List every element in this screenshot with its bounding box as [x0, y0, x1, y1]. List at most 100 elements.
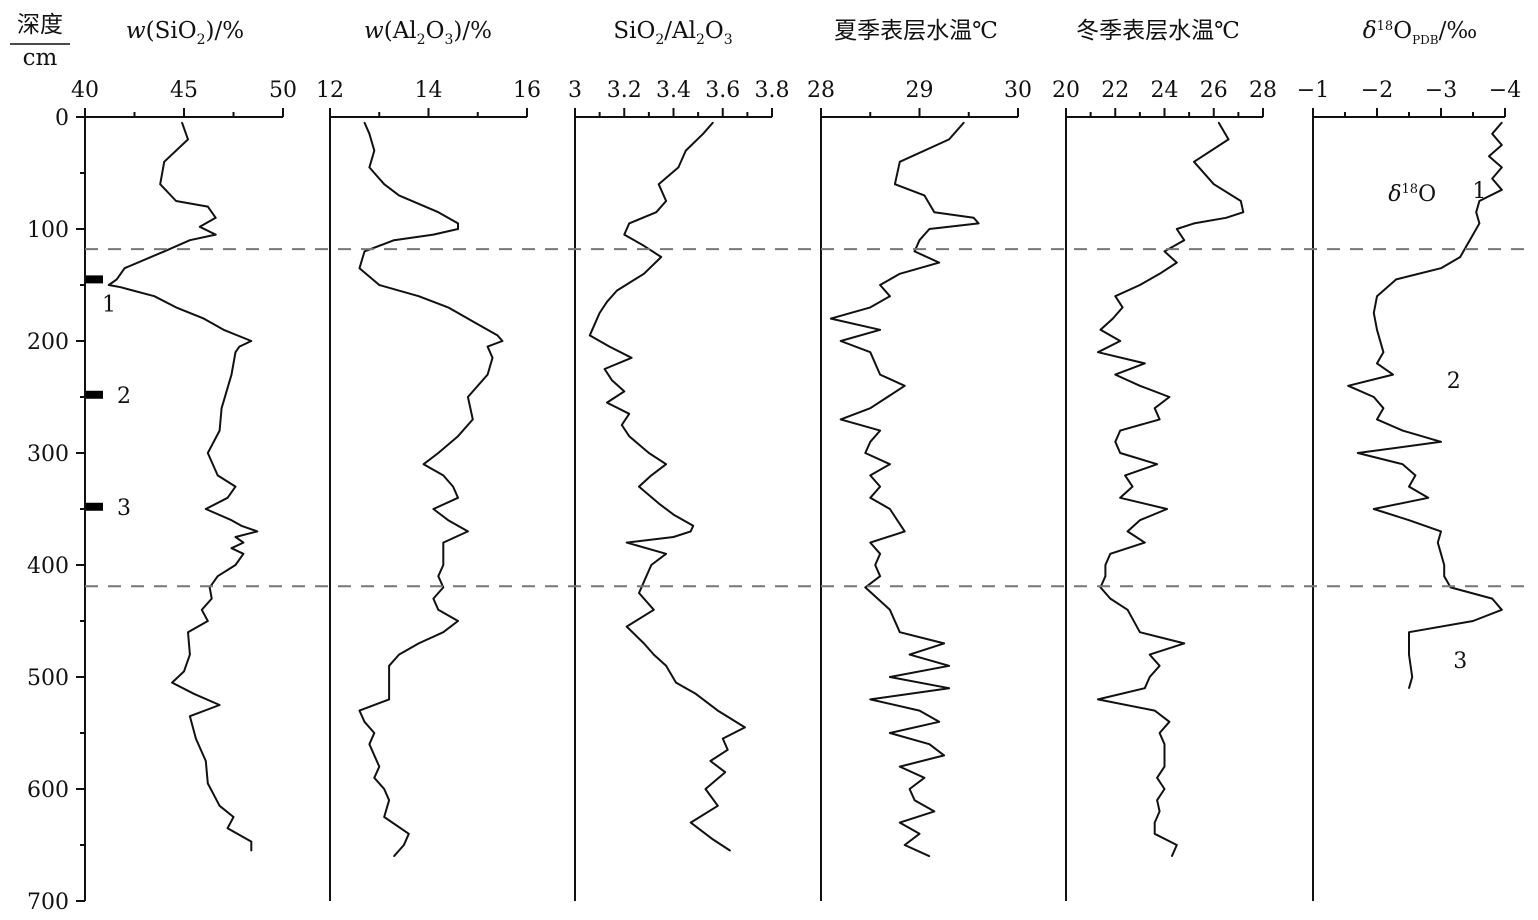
- sample-marker-label: 3: [117, 496, 131, 521]
- panel-1-data-point: [222, 329, 225, 331]
- panel-4-data-point: [903, 385, 906, 387]
- panel-1-data-point: [163, 250, 165, 253]
- panel-1-data-point: [175, 306, 177, 309]
- panel-3-data-point: [665, 463, 667, 466]
- panel-6-data-point: [1376, 418, 1378, 421]
- panel-3-data-point: [650, 474, 653, 477]
- panel-3-data-point: [694, 693, 697, 695]
- panel-4-data-point: [839, 418, 842, 421]
- panel-6-data-point: [1501, 144, 1503, 146]
- panel-1-data-point: [207, 452, 209, 454]
- panel-3-data-point: [709, 760, 712, 762]
- panel-5-data-point: [1225, 217, 1227, 219]
- panel-2-data-point: [486, 373, 489, 376]
- panel-6-data-point: [1459, 256, 1461, 258]
- panel-6-data-point: [1475, 211, 1477, 213]
- panel-4-data-point: [879, 429, 881, 432]
- panel-6-data-point: [1376, 295, 1378, 298]
- panel-1-x-tick-label: 45: [170, 78, 198, 103]
- panel-2-data-point: [496, 334, 499, 337]
- panel-5-data-point: [1217, 121, 1220, 124]
- panel-3-data-point: [628, 435, 630, 438]
- panel-4-data-point: [864, 586, 867, 589]
- zone-number-label: 1: [1472, 179, 1486, 204]
- panel-6-data-point: [1501, 121, 1503, 124]
- panel-6-data-point: [1401, 463, 1404, 466]
- panel-2-data-point: [457, 497, 459, 499]
- panel-6-data-point: [1373, 312, 1375, 314]
- panel-6-data-point: [1443, 564, 1445, 566]
- panel-5-data-point: [1139, 631, 1141, 633]
- panel-3-data-point: [589, 334, 591, 337]
- overlay-layer: 1 2 3 1 2 3 δ18O: [85, 179, 1528, 674]
- panel-4-data-point: [879, 329, 881, 331]
- panel-5-x-tick-label: 22: [1101, 78, 1129, 103]
- panel-5-x-tick-label: 20: [1052, 78, 1080, 103]
- panel-1-data-point: [189, 715, 191, 717]
- panel-2-data-point: [432, 597, 435, 600]
- panel-4-data-point: [830, 317, 832, 320]
- panel-3-data-point: [672, 513, 675, 516]
- sample-marker-label: 1: [102, 292, 116, 317]
- panel-1-data-point: [119, 286, 122, 289]
- panel-6-data-point: [1395, 278, 1397, 281]
- depth-tick-label: 700: [27, 890, 69, 915]
- panel-5-data-point: [1109, 553, 1112, 555]
- panel-1-data-point: [115, 278, 118, 281]
- panel-4-data-point: [923, 777, 926, 779]
- sample-marker-label: 2: [117, 384, 131, 409]
- panel-2-data-point: [432, 233, 435, 236]
- panel-2-data-point: [447, 519, 450, 521]
- depth-tick-label: 500: [27, 666, 69, 691]
- panel-1-data-point: [226, 827, 229, 829]
- panel-6-data-point: [1408, 519, 1410, 521]
- panel-5-data-point: [1158, 810, 1161, 813]
- panel-1-data-point: [181, 121, 183, 124]
- panel-2-x-tick-label: 14: [415, 78, 443, 103]
- panel-2-data-point: [388, 698, 390, 701]
- panel-6-data-point: [1472, 233, 1474, 236]
- panel-5-data-point: [1139, 385, 1141, 387]
- panel-5-data-point: [1193, 222, 1195, 225]
- panel-2-data-point: [486, 345, 489, 348]
- panel-3-data-point: [616, 289, 618, 292]
- panel-2-data-point: [408, 833, 410, 835]
- panel-5-data-point: [1126, 609, 1129, 611]
- panel-1-data-point: [230, 547, 233, 549]
- panel-1-data-point: [108, 284, 110, 286]
- panel-1-data-point: [218, 704, 221, 706]
- panel-6-data-point: [1401, 429, 1404, 432]
- panel-3-data-point: [744, 726, 746, 729]
- panel-6-data-point: [1488, 155, 1490, 157]
- panel-3-data-point: [692, 525, 694, 527]
- panel-2-data-point: [363, 121, 366, 124]
- depth-axis-label-bottom: cm: [23, 45, 58, 71]
- panel-1-data-point: [226, 497, 229, 499]
- panel-4-data-point: [908, 788, 911, 790]
- panel-4-data-point: [933, 211, 936, 213]
- panel-2-data-point: [422, 463, 425, 466]
- panel-3-data-point: [643, 581, 645, 583]
- panel-5-data-point: [1156, 777, 1158, 779]
- panel-3-data-point: [657, 502, 660, 505]
- panel-2-x-tick-label: 16: [513, 78, 541, 103]
- panel-5-data-point: [1242, 211, 1245, 213]
- panel-1-data-point: [153, 295, 156, 298]
- panel-4-x-tick-label: 30: [1004, 78, 1032, 103]
- panel-4-data-point: [963, 121, 965, 124]
- traces-layer: [107, 121, 1503, 858]
- panel-3-data-point: [643, 245, 645, 247]
- panel-5-data-point: [1148, 653, 1151, 656]
- panel-3-data-point: [630, 357, 633, 359]
- panel-6-data-point: [1382, 407, 1385, 410]
- panel-6-data-point: [1440, 267, 1442, 270]
- panel-3-data-point: [625, 625, 628, 628]
- panel-4-data-point: [913, 799, 916, 801]
- panel-3-data-point: [608, 345, 611, 348]
- panel-5-data-point: [1213, 183, 1215, 185]
- panel-5-data-point: [1227, 138, 1230, 141]
- panel-3-data-point: [677, 166, 680, 169]
- panel-1-data-point: [242, 541, 245, 544]
